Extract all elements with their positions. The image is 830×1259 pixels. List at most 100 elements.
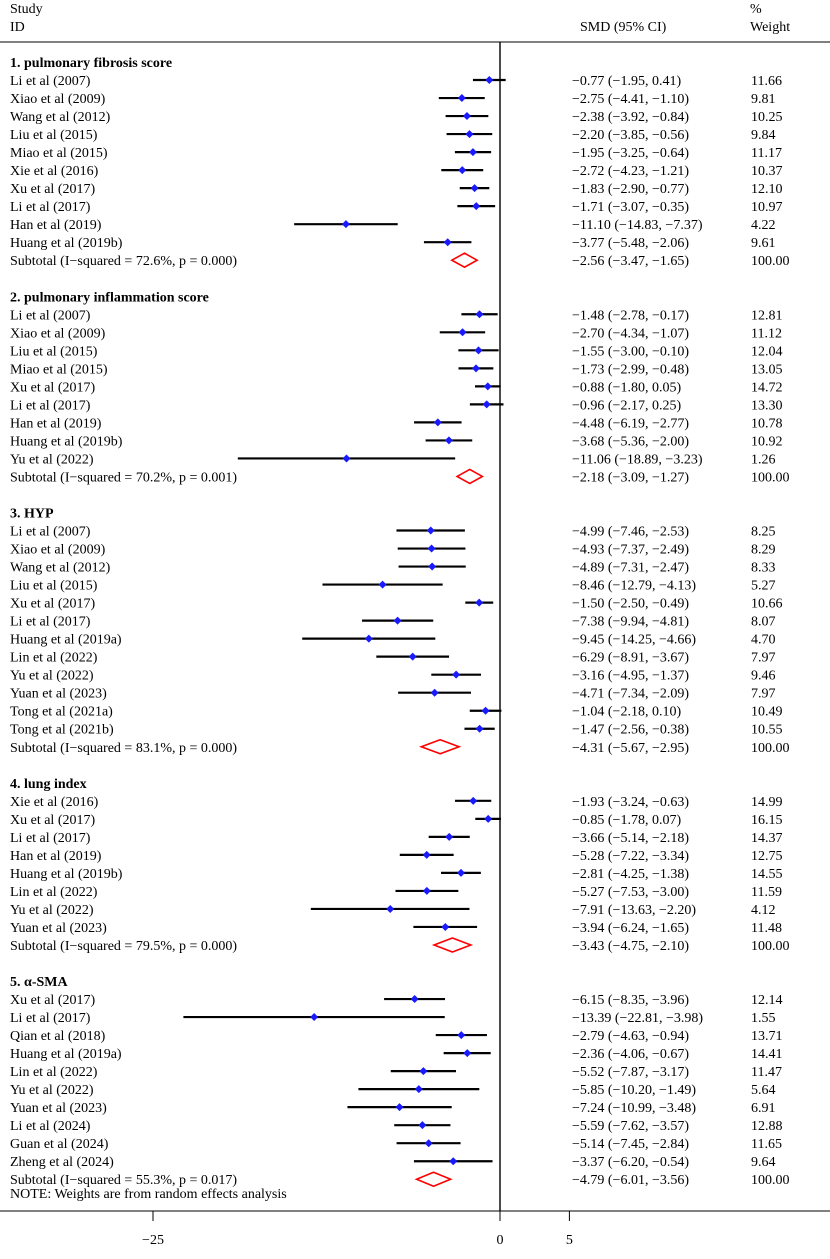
ci-text: −3.37 (−6.20, −0.54): [572, 1155, 689, 1170]
ci-text: −0.96 (−2.17, 0.25): [572, 398, 681, 413]
effect-marker: [427, 544, 436, 553]
subtotal-weight: 100.00: [751, 939, 790, 954]
weight-text: 10.37: [751, 164, 783, 179]
effect-marker: [445, 832, 454, 841]
weight-text: 11.48: [751, 921, 782, 936]
study-id: Xu et al (2017): [10, 380, 95, 395]
study-id: Xie et al (2016): [10, 164, 99, 179]
subtotal-ci-text: −4.79 (−6.01, −3.56): [572, 1173, 689, 1188]
ci-text: −5.85 (−10.20, −1.49): [572, 1083, 696, 1098]
weight-text: 11.12: [751, 326, 782, 341]
study-id: Yuan et al (2023): [10, 1101, 107, 1116]
effect-marker: [483, 382, 492, 391]
effect-marker: [458, 166, 467, 175]
study-id: Lin et al (2022): [10, 1065, 98, 1080]
effect-marker: [456, 868, 465, 877]
effect-marker: [475, 310, 484, 319]
subtotal-diamond: [455, 468, 485, 485]
study-id: Li et al (2007): [10, 74, 91, 89]
subtotal-weight: 100.00: [751, 741, 790, 756]
effect-marker: [463, 1049, 472, 1058]
study-header-line2: ID: [10, 20, 25, 35]
ci-text: −3.68 (−5.36, −2.00): [572, 434, 689, 449]
ci-text: −2.75 (−4.41, −1.10): [572, 92, 689, 107]
study-id: Huang et al (2019b): [10, 867, 123, 882]
study-id: Wang et al (2012): [10, 110, 111, 125]
group-label: 1. pulmonary fibrosis score: [10, 56, 172, 71]
study-id: Miao et al (2015): [10, 362, 108, 377]
effect-marker: [443, 238, 452, 247]
study-id: Yuan et al (2023): [10, 921, 107, 936]
study-id: Tong et al (2021a): [10, 705, 113, 720]
subtotal-weight: 100.00: [751, 254, 790, 269]
weight-text: 11.65: [751, 1137, 782, 1152]
ci-text: −5.59 (−7.62, −3.57): [572, 1119, 689, 1134]
ci-text: −1.50 (−2.50, −0.49): [572, 597, 689, 612]
weight-text: 14.41: [751, 1047, 783, 1062]
study-id: Li et al (2024): [10, 1119, 91, 1134]
weight-text: 10.92: [751, 434, 783, 449]
study-id: Han et al (2019): [10, 849, 102, 864]
weight-text: 13.05: [751, 362, 783, 377]
weight-text: 10.78: [751, 416, 783, 431]
ci-text: −7.91 (−13.63, −2.20): [572, 903, 696, 918]
ci-text: −2.72 (−4.23, −1.21): [572, 164, 689, 179]
subtotal-label: Subtotal (I−squared = 70.2%, p = 0.001): [10, 470, 237, 485]
effect-marker: [364, 634, 373, 643]
study-id: Xiao et al (2009): [10, 543, 106, 558]
weight-text: 8.29: [751, 543, 776, 558]
effect-marker: [457, 1031, 466, 1040]
study-id: Xiao et al (2009): [10, 92, 106, 107]
weight-text: 9.64: [751, 1155, 776, 1170]
effect-marker: [462, 112, 471, 121]
weight-text: 5.27: [751, 579, 776, 594]
ci-text: −2.70 (−4.34, −1.07): [572, 326, 689, 341]
effect-marker: [470, 184, 479, 193]
ci-text: −1.95 (−3.25, −0.64): [572, 146, 689, 161]
effect-marker: [422, 886, 431, 895]
weight-text: 12.14: [751, 993, 783, 1008]
effect-marker: [474, 346, 483, 355]
ci-text: −3.16 (−4.95, −1.37): [572, 669, 689, 684]
subtotal-label: Subtotal (I−squared = 72.6%, p = 0.000): [10, 254, 237, 269]
study-id: Huang et al (2019a): [10, 1047, 122, 1062]
subtotal-label: Subtotal (I−squared = 55.3%, p = 0.017): [10, 1173, 237, 1188]
effect-marker: [481, 706, 490, 715]
ci-text: −1.71 (−3.07, −0.35): [572, 200, 689, 215]
effect-marker: [430, 688, 439, 697]
weight-text: 14.55: [751, 867, 783, 882]
effect-marker: [472, 202, 481, 211]
effect-marker: [395, 1103, 404, 1112]
weight-text: 11.59: [751, 885, 782, 900]
effect-marker: [468, 148, 477, 157]
ci-text: −2.20 (−3.85, −0.56): [572, 128, 689, 143]
study-id: Han et al (2019): [10, 218, 102, 233]
study-id: Lin et al (2022): [10, 885, 98, 900]
study-id: Xu et al (2017): [10, 813, 95, 828]
ci-text: −7.24 (−10.99, −3.48): [572, 1101, 696, 1116]
weight-text: 4.70: [751, 633, 776, 648]
ci-text: −1.73 (−2.99, −0.48): [572, 362, 689, 377]
effect-marker: [414, 1085, 423, 1094]
effect-marker: [475, 598, 484, 607]
ci-text: −2.81 (−4.25, −1.38): [572, 867, 689, 882]
group-label: 3. HYP: [10, 507, 54, 522]
weight-text: 14.99: [751, 795, 783, 810]
effect-marker: [426, 526, 435, 535]
group-label: 5. α-SMA: [10, 975, 68, 990]
effect-marker: [457, 94, 466, 103]
study-id: Huang et al (2019b): [10, 236, 123, 251]
group-label: 2. pulmonary inflammation score: [10, 290, 209, 305]
effect-marker: [452, 670, 461, 679]
study-id: Tong et al (2021b): [10, 723, 114, 738]
weight-text: 14.37: [751, 831, 783, 846]
weight-text: 9.46: [751, 669, 776, 684]
study-id: Li et al (2017): [10, 1011, 91, 1026]
ci-text: −7.38 (−9.94, −4.81): [572, 615, 689, 630]
subtotal-diamond: [450, 252, 479, 269]
weight-text: 14.72: [751, 380, 783, 395]
effect-marker: [471, 364, 480, 373]
x-tick-label: −25: [142, 1233, 164, 1248]
ci-text: −3.77 (−5.48, −2.06): [572, 236, 689, 251]
